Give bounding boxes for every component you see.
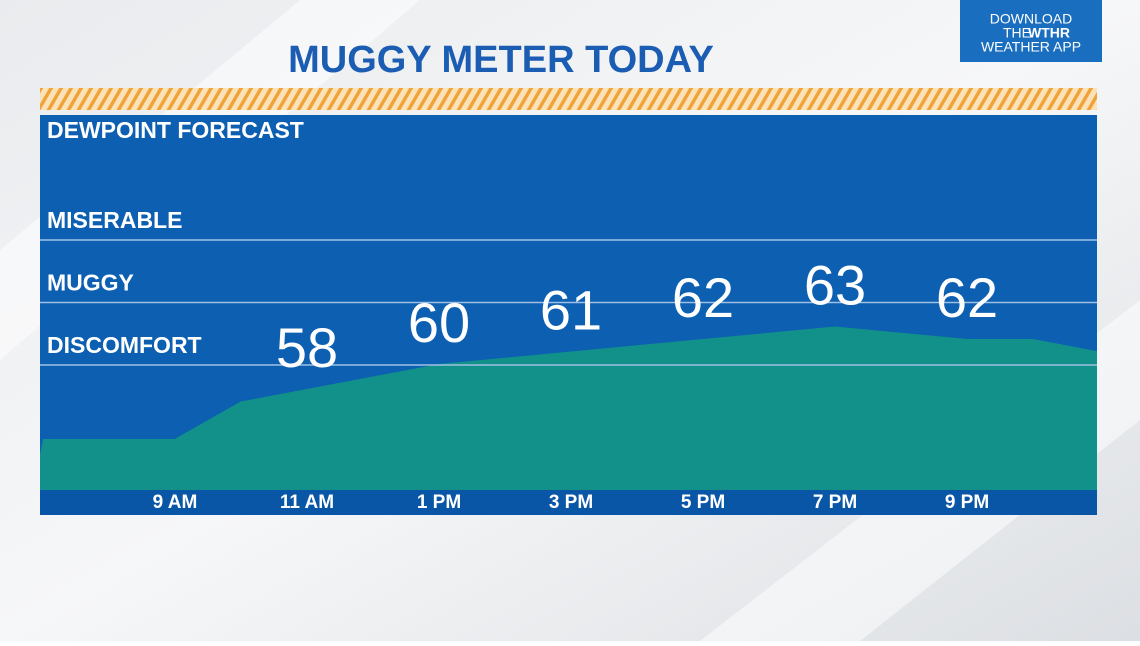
dewpoint-area bbox=[40, 327, 1097, 490]
x-tick-label: 7 PM bbox=[813, 492, 857, 513]
x-tick-label: 11 AM bbox=[280, 492, 334, 513]
data-label: 62 bbox=[936, 266, 998, 329]
chart-title: MUGGY METER TODAY bbox=[288, 39, 714, 81]
zone-label: MISERABLE bbox=[47, 207, 182, 233]
zone-label: MUGGY bbox=[47, 270, 134, 296]
subtitle: DEWPOINT FORECAST bbox=[47, 117, 304, 143]
x-tick-label: 3 PM bbox=[549, 492, 593, 513]
data-label: 62 bbox=[672, 266, 734, 329]
plot-area bbox=[40, 326, 1097, 490]
hatch-strip bbox=[40, 88, 1097, 110]
data-label: 61 bbox=[540, 278, 602, 341]
x-tick-label: 5 PM bbox=[681, 492, 725, 513]
logo-text: WEATHER APP bbox=[981, 39, 1081, 55]
x-tick-label: 9 PM bbox=[945, 492, 989, 513]
x-tick-label: 1 PM bbox=[417, 492, 461, 513]
logo-text: DOWNLOAD bbox=[990, 11, 1072, 27]
data-label: 60 bbox=[408, 291, 470, 354]
data-label: 63 bbox=[804, 253, 866, 316]
logo-text: WTHR bbox=[1028, 25, 1070, 41]
zone-label: DISCOMFORT bbox=[47, 332, 202, 358]
data-label: 58 bbox=[276, 316, 338, 379]
x-tick-label: 9 AM bbox=[153, 492, 198, 513]
logo-box bbox=[960, 0, 1102, 62]
time-strip bbox=[40, 490, 1097, 515]
logo-text: THE bbox=[1003, 25, 1031, 41]
